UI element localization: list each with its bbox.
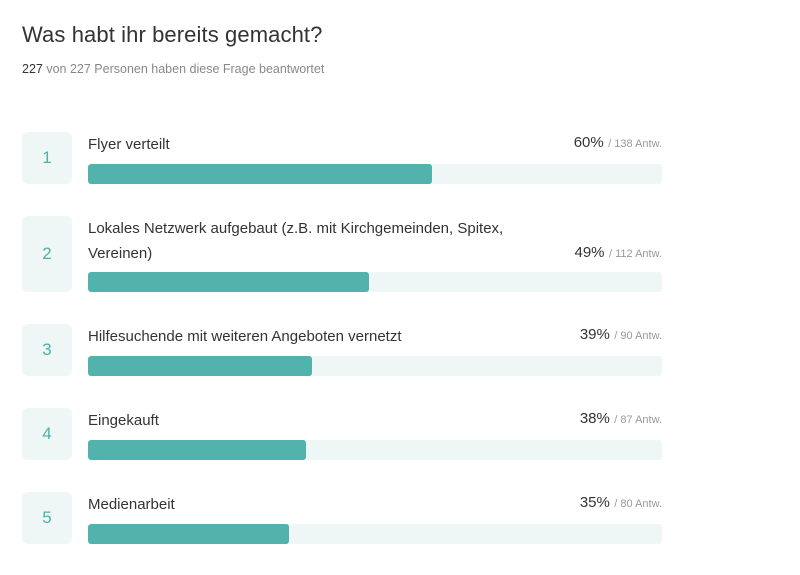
- answer-row-5: 5 Medienarbeit 35% / 80 Antw.: [22, 492, 662, 544]
- answer-stat-4: 38% / 87 Antw.: [580, 410, 662, 428]
- answer-row-3: 3 Hilfesuchende mit weiteren Angeboten v…: [22, 324, 662, 376]
- answer-label-1: Flyer verteilt: [88, 136, 170, 153]
- answer-bar-fill-3: [88, 356, 312, 376]
- response-summary: 227 von 227 Personen haben diese Frage b…: [22, 62, 324, 76]
- answer-count-4: / 87 Antw.: [614, 414, 662, 426]
- answer-label-3: Hilfesuchende mit weiteren Angeboten ver…: [88, 328, 402, 345]
- response-summary-text: von 227 Personen haben diese Frage beant…: [46, 62, 325, 76]
- answer-row-4: 4 Eingekauft 38% / 87 Antw.: [22, 408, 662, 460]
- answer-row-1: 1 Flyer verteilt 60% / 138 Antw.: [22, 132, 662, 184]
- answer-label-2: Lokales Netzwerk aufgebaut (z.B. mit Kir…: [88, 220, 504, 262]
- answer-stat-1: 60% / 138 Antw.: [574, 134, 662, 152]
- answer-bar-fill-2: [88, 272, 370, 292]
- answer-bar-track-2: [88, 272, 662, 292]
- answer-bar-fill-5: [88, 524, 289, 544]
- answer-percent-2: 49%: [574, 244, 605, 261]
- answer-bar-track-5: [88, 524, 662, 544]
- answer-stat-2: 49% / 112 Antw.: [575, 244, 663, 262]
- answer-percent-1: 60%: [573, 134, 604, 151]
- answer-count-1: / 138 Antw.: [608, 138, 662, 150]
- answer-percent-4: 38%: [579, 410, 610, 427]
- answer-rank-4: 4: [22, 408, 72, 460]
- answer-bar-track-4: [88, 440, 662, 460]
- answer-label-5: Medienarbeit: [88, 496, 175, 513]
- answer-bar-track-3: [88, 356, 662, 376]
- answer-percent-3: 39%: [579, 326, 610, 343]
- answer-stat-5: 35% / 80 Antw.: [580, 494, 662, 512]
- answer-rank-5: 5: [22, 492, 72, 544]
- answered-count: 227: [22, 62, 43, 76]
- answer-percent-5: 35%: [579, 494, 610, 511]
- answer-label-4: Eingekauft: [88, 412, 159, 429]
- answer-rank-3: 3: [22, 324, 72, 376]
- answer-rank-1: 1: [22, 132, 72, 184]
- answer-bar-fill-1: [88, 164, 433, 184]
- answer-count-3: / 90 Antw.: [614, 330, 662, 342]
- answer-rank-2: 2: [22, 216, 72, 292]
- answer-count-2: / 112 Antw.: [608, 248, 662, 260]
- answer-row-2: 2 Lokales Netzwerk aufgebaut (z.B. mit K…: [22, 216, 662, 292]
- answer-count-5: / 80 Antw.: [614, 498, 662, 510]
- question-title: Was habt ihr bereits gemacht?: [22, 22, 323, 47]
- answer-stat-3: 39% / 90 Antw.: [580, 326, 662, 344]
- answer-bar-fill-4: [88, 440, 307, 460]
- answer-bar-track-1: [88, 164, 662, 184]
